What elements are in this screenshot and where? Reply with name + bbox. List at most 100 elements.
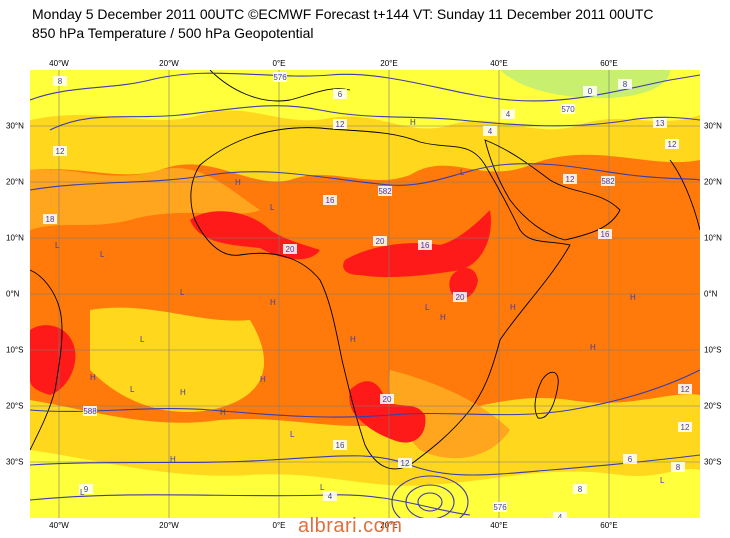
contour-label-16: 20 [286, 245, 295, 254]
contour-588 [29, 369, 701, 418]
contour-label-9: 13 [656, 119, 665, 128]
contour-label-5: 4 [488, 127, 493, 136]
contour-label-6: 4 [506, 110, 511, 119]
contour-label-21: 588 [83, 407, 97, 416]
contour-label-8: 0 [588, 87, 593, 96]
contour-label-22: 16 [336, 441, 345, 450]
lon-top-label-1: 20°W [159, 59, 179, 68]
contour-label-19: 12 [681, 385, 690, 394]
hot-core-east-africa [449, 268, 478, 300]
low-marker-21: L [55, 241, 60, 250]
lon-bottom-label-4: 40°E [490, 521, 508, 530]
lon-top-label-2: 0°E [272, 59, 286, 68]
contour-label-bg-17 [418, 240, 432, 250]
contour-label-bg-21 [83, 406, 97, 416]
contour-label-23: 12 [401, 459, 410, 468]
high-marker-13: H [510, 303, 516, 312]
high-marker-10: H [220, 408, 226, 417]
contour-label-bg-33 [665, 139, 679, 149]
contour-label-bg-4 [333, 119, 347, 129]
contour-label-bg-11 [378, 186, 392, 196]
contour-label-bg-24 [573, 484, 587, 494]
contour-label-18: 20 [456, 293, 465, 302]
watermark-text: albrari.com [298, 515, 403, 537]
low-marker-22: L [140, 335, 145, 344]
contour-label-bg-19 [678, 384, 692, 394]
contour-label-bg-9 [653, 118, 667, 128]
contour-label-bg-6 [501, 109, 515, 119]
low-marker-23: L [425, 303, 430, 312]
hot-core-southern-africa [349, 381, 426, 443]
map-labels: 8 576 6 8 12 4 4 570 0 13 12 582 12 16 18 20 20 16 20 12 20 5… [43, 72, 692, 522]
contour-label-bg-12 [53, 146, 67, 156]
high-marker-7: H [90, 373, 96, 382]
lat-right-label-0: 30°N [704, 121, 722, 131]
high-marker-12: H [440, 313, 446, 322]
contour-label-14: 18 [46, 215, 55, 224]
lon-bottom-label-2: 0°E [272, 521, 286, 530]
low-marker-8: L [130, 385, 135, 394]
contour-label-7: 570 [561, 105, 575, 114]
contour-582 [29, 163, 701, 191]
lat-left-label-3: 0°N [6, 289, 20, 299]
contour-label-bg-8 [583, 86, 597, 96]
high-marker-15: H [590, 343, 596, 352]
contour-label-17: 16 [421, 241, 430, 250]
contour-upper [29, 72, 701, 102]
contour-label-1: 576 [273, 73, 287, 82]
contour-label-10: 12 [566, 175, 575, 184]
contour-label-bg-25 [623, 454, 637, 464]
lat-right-label-6: 30°S [704, 457, 722, 467]
field-mild-central [90, 307, 265, 412]
contour-label-2: 6 [338, 90, 343, 99]
contour-label-28: 4 [558, 513, 563, 518]
high-marker-11: H [260, 375, 266, 384]
contour-label-29: 12 [681, 423, 690, 432]
contour-label-bg-32 [598, 229, 612, 239]
hot-core-south-america [30, 325, 76, 395]
lon-top-label-0: 40°W [49, 59, 69, 68]
coast-south-america [29, 269, 63, 451]
lat-left-label-4: 10°S [6, 345, 24, 355]
lat-right-label-1: 20°N [704, 177, 722, 187]
high-marker-6: H [350, 335, 356, 344]
contour-570 [49, 105, 701, 131]
lat-left-label-1: 20°N [6, 177, 24, 187]
coast-africa [190, 127, 571, 470]
contour-label-bg-29 [678, 422, 692, 432]
contour-label-25: 6 [628, 455, 633, 464]
contour-label-bg-26 [323, 491, 337, 501]
contour-label-0: 8 [58, 77, 63, 86]
lat-left-label-6: 30°S [6, 457, 24, 467]
high-marker-9: H [180, 388, 186, 397]
contour-label-bg-23 [398, 458, 412, 468]
lat-left-label-0: 30°N [6, 121, 24, 131]
contour-label-bg-30 [671, 462, 685, 472]
high-marker-5: H [270, 298, 276, 307]
lon-top-label-3: 20°E [380, 59, 398, 68]
contour-label-bg-13 [323, 195, 337, 205]
contour-label-bg-3 [618, 79, 632, 89]
contour-label-bg-22 [333, 440, 347, 450]
lon-top-label-5: 60°E [600, 59, 618, 68]
lat-left-label-2: 10°N [6, 233, 24, 243]
contour-label-26: 4 [328, 492, 333, 501]
contour-south-2 [29, 494, 471, 516]
contour-label-13: 16 [326, 196, 335, 205]
contour-label-31: 9 [84, 485, 89, 494]
coast-madagascar [534, 371, 559, 419]
contour-label-bg-1 [273, 72, 287, 82]
high-marker-1: H [410, 118, 416, 127]
contour-label-bg-28 [553, 512, 567, 522]
contour-label-bg-10 [563, 174, 577, 184]
contour-label-3: 8 [623, 80, 628, 89]
low-marker-3: L [100, 250, 105, 259]
contour-label-bg-0 [53, 76, 67, 86]
hot-core-central-africa [343, 210, 491, 278]
forecast-map: 8 576 6 8 12 4 4 570 0 13 12 582 12 16 18 20 20 16 20 12 20 5… [29, 69, 701, 529]
contour-label-24: 8 [578, 485, 583, 494]
low-marker-24: L [270, 203, 275, 212]
contour-label-15: 20 [376, 237, 385, 246]
coast-iberia [209, 69, 351, 102]
chart-title-line1: Monday 5 December 2011 00UTC ©ECMWF Fore… [32, 6, 654, 22]
